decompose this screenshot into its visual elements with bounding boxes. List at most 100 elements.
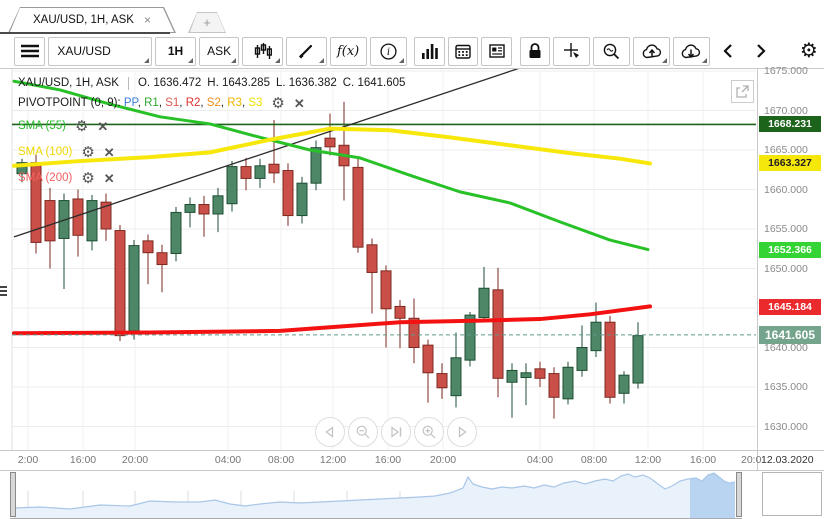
lock-button[interactable] [519,36,551,66]
chart-type-button[interactable] [242,36,284,66]
candle [492,267,504,398]
zoom-mode-icon [603,43,620,59]
expand-chart-button[interactable] [731,80,754,103]
sma-settings-gear-icon[interactable]: ⚙ [74,117,89,135]
sma-remove-icon[interactable]: ✕ [97,118,109,134]
crosshair-button[interactable] [553,36,591,66]
time-label: 04:00 [526,454,554,466]
price-tick: 1660.000 [764,183,808,196]
draw-tools-button[interactable] [286,36,327,66]
skip-end-icon [390,426,401,438]
pivot-level-pp: PP [123,96,138,109]
pivot-remove-icon[interactable]: ✕ [293,95,305,111]
ohlc-value: L. [275,76,289,89]
candle [170,206,182,262]
menu-button[interactable] [14,36,46,66]
candle [576,325,588,377]
sma-remove-icon[interactable]: ✕ [103,144,115,160]
scroll-right-button[interactable] [746,36,777,66]
scroll-left-button[interactable] [712,36,744,66]
cloud-download-icon [682,43,701,58]
indicators-button[interactable]: f(x) [329,36,367,66]
pivot-level-r2: R2 [185,96,201,109]
ohlc-value: C. [342,76,358,89]
sma-settings-gear-icon[interactable]: ⚙ [81,169,95,187]
info-button[interactable]: i [369,36,407,66]
candle [436,363,448,399]
go-to-end-button[interactable] [381,417,411,447]
pivot-levels: : PP, R1, S1, R2, S2, R3, S3 [117,96,263,109]
pan-left-button[interactable] [315,417,345,447]
chart-legend: XAU/USD, 1H, ASK O. 1636.472 H. 1643.285 L… [18,73,411,191]
pan-right-button[interactable] [447,417,477,447]
menu-icon [20,44,39,58]
candle [632,322,644,389]
calendar-button[interactable] [447,36,479,66]
candle [352,157,364,253]
time-axis[interactable]: 12.03.2020 2:00 16:00 20:00 04:00 08:00 12:00… [0,450,824,471]
navigator-left-handle[interactable] [10,472,16,517]
zoom-out-button[interactable] [348,417,378,447]
tab-close-icon[interactable]: × [143,13,151,27]
chart-type-candles-icon [254,43,272,59]
main-chart[interactable] [0,69,757,450]
zoom-out-icon [356,425,370,439]
chart-area: XAU/USD, 1H, ASK O. 1636.472 H. 1643.285 L… [0,65,824,450]
navigator-empty-range [762,472,822,516]
range-navigator [0,470,824,519]
candle [506,363,518,418]
sma-settings-gear-icon[interactable]: ⚙ [81,143,95,161]
sma-legend-row: SMA (100) ⚙ ✕ [18,139,411,165]
candle [450,332,462,408]
tab-bar: XAU/USD, 1H, ASK × + [0,0,824,34]
new-tab-button[interactable]: + [188,12,226,33]
cloud-upload-button[interactable] [633,36,671,66]
news-button[interactable] [481,36,512,66]
info-icon: i [379,42,397,60]
time-label: 2:00 [17,454,39,466]
axis-date: 12.03.2020 [761,454,814,466]
price-axis[interactable]: 1675.000 1670.000 1665.000 1660.000 1655.000… [757,65,824,450]
navigator-right-handle[interactable] [736,472,742,517]
ohlc-value: H. [207,76,222,89]
timeframe-select[interactable]: 1H [155,36,196,66]
candle [380,265,392,348]
candle [408,298,420,364]
time-label: 20:00 [429,454,457,466]
candle [86,195,98,251]
zoom-in-button[interactable] [414,417,444,447]
panel-drag-grip[interactable] [0,281,7,301]
calendar-icon [455,44,471,59]
navigator-chart[interactable] [0,471,757,519]
volume-bars-icon [421,43,438,59]
sma-legend-row: SMA (55) ⚙ ✕ [18,113,411,139]
sma-55-line [12,79,650,252]
pivot-level-r1: R1 [144,96,159,109]
cloud-download-button[interactable] [673,36,710,66]
price-tick: 1655.000 [764,223,808,235]
news-icon [488,44,505,58]
candle [128,240,140,340]
settings-button[interactable]: ⚙ [793,36,824,66]
time-label: 08:00 [267,454,295,466]
price-type-select[interactable]: ASK [198,36,240,66]
time-label: 08:00 [580,454,608,466]
candle [156,244,168,293]
candle [212,187,224,233]
candle [422,339,434,403]
pivot-level-s1: S1 [165,96,180,109]
indicators-fx-icon: f(x) [336,43,360,59]
volume-button[interactable] [414,36,445,66]
symbol-select[interactable]: XAU/USD [48,36,153,66]
candle [100,193,112,241]
tab-xauusd[interactable]: XAU/USD, 1H, ASK × [8,7,176,33]
time-label: 16:00 [69,454,97,466]
triangle-right-icon [458,426,467,438]
price-tick: 1640.000 [764,341,808,354]
chevron-right-icon [757,44,767,58]
candle [142,234,154,285]
pivot-settings-gear-icon[interactable]: ⚙ [271,94,285,112]
candle [478,266,490,323]
sma-remove-icon[interactable]: ✕ [103,170,115,186]
zoom-mode-button[interactable] [593,36,631,66]
